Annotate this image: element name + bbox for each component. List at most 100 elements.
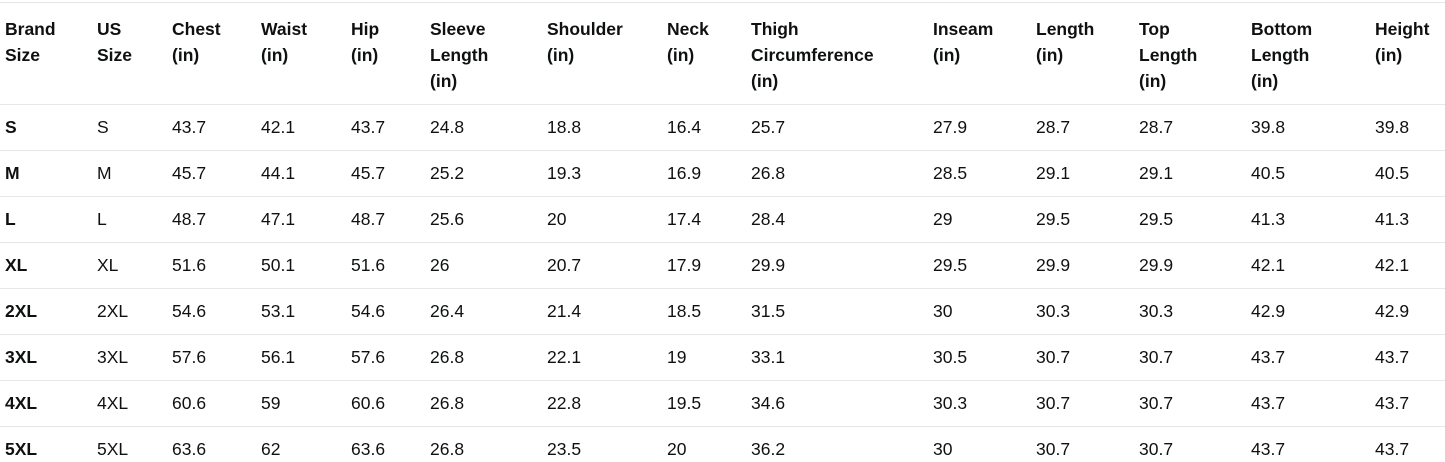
table-cell: 18.5 [662,288,746,335]
table-cell: 43.7 [1370,426,1445,462]
table-cell: 41.3 [1370,196,1445,243]
table-cell: 50.1 [256,242,346,289]
table-cell: 45.7 [167,150,256,197]
table-cell: 33.1 [746,334,928,381]
row-label-cell: XL [0,242,92,289]
row-label-cell: 4XL [0,380,92,427]
table-cell: 43.7 [1246,380,1370,427]
table-cell: 30.3 [1031,288,1134,335]
table-cell: 19.3 [542,150,662,197]
column-header: Bottom Length (in) [1251,19,1313,91]
table-cell: 34.6 [746,380,928,427]
table-cell: 29.9 [1031,242,1134,289]
column-header: Waist (in) [261,19,308,65]
row-label-cell: S [0,104,92,151]
column-header: Neck (in) [667,19,709,65]
table-cell: 26.8 [425,334,542,381]
table-cell: 26.4 [425,288,542,335]
table-cell: 43.7 [1246,426,1370,462]
table-cell: 43.7 [1370,380,1445,427]
column-header: Brand Size [5,19,56,65]
table-cell: 45.7 [346,150,425,197]
size-chart-body: S S 43.7 42.1 43.7 24.8 18.8 16.4 25.7 27.9 28.7 28… [0,104,1445,462]
table-cell: 28.7 [1031,104,1134,151]
column-header: US Size [97,19,133,65]
table-cell: 59 [256,380,346,427]
table-cell: 42.1 [1370,242,1445,289]
table-cell: 40.5 [1246,150,1370,197]
column-header: Length (in) [1036,19,1095,65]
table-cell: 19 [662,334,746,381]
table-cell: 57.6 [167,334,256,381]
table-cell: 30.7 [1031,426,1134,462]
table-cell: 26.8 [425,380,542,427]
table-cell: 17.4 [662,196,746,243]
table-cell: 36.2 [746,426,928,462]
table-cell: 18.8 [542,104,662,151]
table-cell: 20 [662,426,746,462]
table-cell: 43.7 [1370,334,1445,381]
table-row: 3XL 3XL 57.6 56.1 57.6 26.8 22.1 19 33.1 30.5 30.7… [0,334,1445,381]
table-cell: 30.7 [1031,334,1134,381]
row-label-cell: M [0,150,92,197]
table-cell: 63.6 [167,426,256,462]
table-cell: 30 [928,288,1031,335]
table-cell: 26 [425,242,542,289]
table-cell: 23.5 [542,426,662,462]
table-cell: 29.9 [746,242,928,289]
table-cell: 29.5 [928,242,1031,289]
table-cell: 60.6 [167,380,256,427]
column-header: Chest (in) [172,19,221,65]
table-cell: 39.8 [1370,104,1445,151]
table-cell: 30.7 [1134,334,1246,381]
table-cell: 30.3 [1134,288,1246,335]
table-cell: 30 [928,426,1031,462]
table-cell: 4XL [92,380,167,427]
table-cell: 60.6 [346,380,425,427]
table-cell: 47.1 [256,196,346,243]
table-cell: 16.9 [662,150,746,197]
table-cell: 20.7 [542,242,662,289]
table-cell: 41.3 [1246,196,1370,243]
table-row: S S 43.7 42.1 43.7 24.8 18.8 16.4 25.7 27.9 28.7 28… [0,104,1445,151]
table-cell: 48.7 [346,196,425,243]
table-cell: 30.7 [1031,380,1134,427]
row-label-cell: L [0,196,92,243]
table-cell: 28.5 [928,150,1031,197]
table-cell: 56.1 [256,334,346,381]
table-cell: 24.8 [425,104,542,151]
table-cell: 39.8 [1246,104,1370,151]
table-cell: 30.3 [928,380,1031,427]
table-cell: 63.6 [346,426,425,462]
table-cell: 44.1 [256,150,346,197]
column-header: Hip (in) [351,19,380,65]
table-cell: 30.7 [1134,380,1246,427]
table-cell: 28.4 [746,196,928,243]
table-cell: 43.7 [346,104,425,151]
table-cell: 43.7 [1246,334,1370,381]
table-row: 4XL 4XL 60.6 59 60.6 26.8 22.8 19.5 34.6 30.3 30.7… [0,380,1445,427]
size-chart-header: Brand Size US Size Chest (in) Waist (in) Hip… [0,3,1445,105]
table-cell: 2XL [92,288,167,335]
table-cell: 42.1 [1246,242,1370,289]
column-header: Shoulder (in) [547,19,623,65]
table-cell: 57.6 [346,334,425,381]
table-cell: 17.9 [662,242,746,289]
table-cell: 22.1 [542,334,662,381]
table-cell: 28.7 [1134,104,1246,151]
table-row: 5XL 5XL 63.6 62 63.6 26.8 23.5 20 36.2 30 30.7 30.7… [0,426,1445,462]
table-cell: 53.1 [256,288,346,335]
table-cell: 40.5 [1370,150,1445,197]
column-header: Height (in) [1375,19,1430,65]
table-cell: 29 [928,196,1031,243]
table-cell: 62 [256,426,346,462]
table-cell: 51.6 [346,242,425,289]
table-cell: 25.6 [425,196,542,243]
table-cell: 26.8 [746,150,928,197]
table-cell: 48.7 [167,196,256,243]
table-cell: 30.7 [1134,426,1246,462]
column-header: Inseam (in) [933,19,994,65]
table-cell: 29.1 [1134,150,1246,197]
